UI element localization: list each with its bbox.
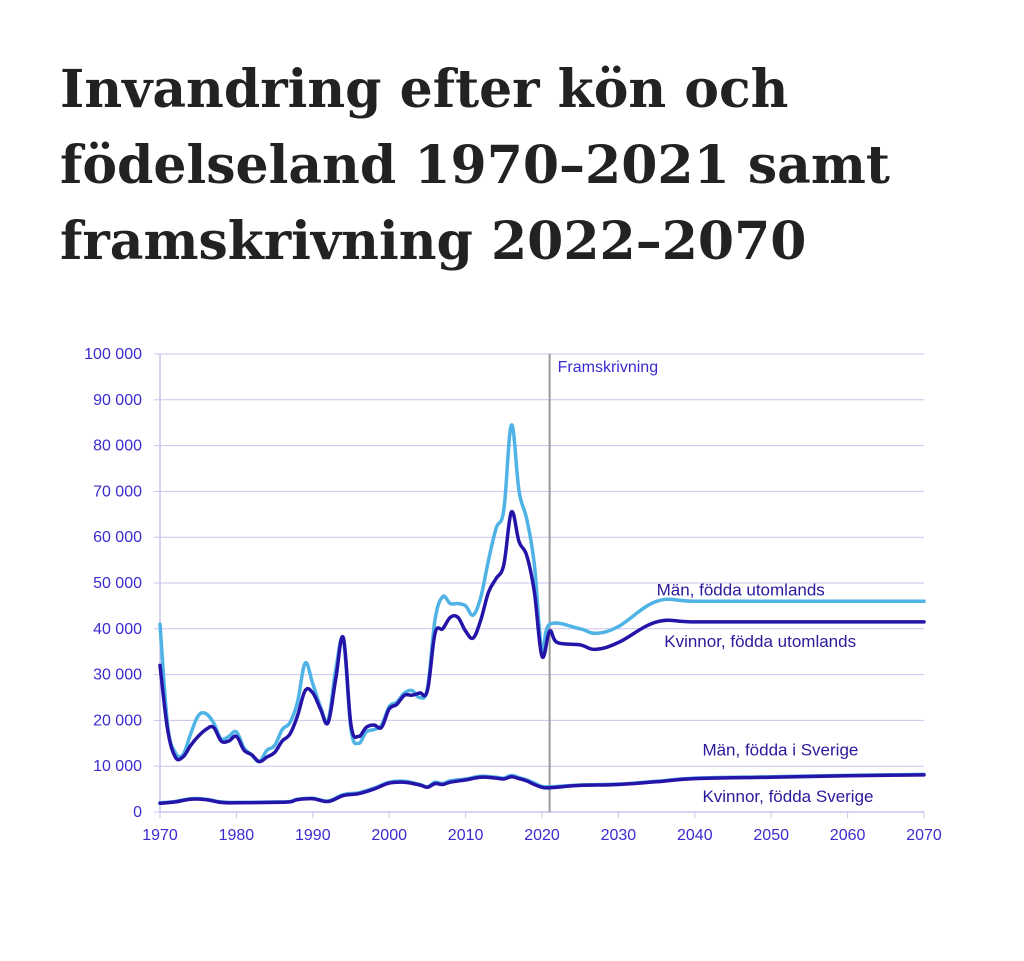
label-women-born-abroad: Kvinnor, födda utomlands (664, 632, 856, 651)
x-tick-label: 1980 (219, 827, 255, 844)
series-labels: Män, födda utomlands Kvinnor, födda utoml… (657, 580, 874, 806)
x-axis-tick-labels: 1970 1980 1990 2000 2010 2020 2030 2040 2050 2060… (142, 827, 942, 844)
series-lines (158, 423, 926, 806)
series-women-born-sweden (158, 773, 926, 806)
y-tick-label: 70 000 (93, 483, 142, 500)
x-tick-label: 1970 (142, 827, 178, 844)
y-tick-label: 40 000 (93, 621, 142, 638)
x-tick-label: 2050 (753, 827, 789, 844)
y-tick-label: 20 000 (93, 712, 142, 729)
x-tick-label: 2070 (906, 827, 942, 844)
label-women-born-sweden: Kvinnor, födda Sverige (702, 787, 873, 806)
y-tick-label: 60 000 (93, 529, 142, 546)
y-axis-tick-labels: 0 10 000 20 000 30 000 40 000 50 000 60 000 70 … (84, 346, 142, 821)
y-tick-label: 90 000 (93, 392, 142, 409)
projection-label: Framskrivning (558, 359, 658, 376)
y-tick-label: 0 (133, 804, 142, 821)
y-tick-label: 10 000 (93, 758, 142, 775)
label-men-born-sweden: Män, födda i Sverige (702, 740, 858, 759)
x-tick-label: 2000 (371, 827, 407, 844)
y-tick-label: 100 000 (84, 346, 142, 363)
projection-divider: Framskrivning (548, 354, 658, 812)
x-tick-label: 2020 (524, 827, 560, 844)
label-men-born-abroad: Män, födda utomlands (657, 580, 825, 599)
x-tick-label: 2010 (448, 827, 484, 844)
axes (154, 353, 925, 818)
chart-title: Invandring efter kön och födelseland 197… (60, 52, 960, 280)
line-chart: 0 10 000 20 000 30 000 40 000 50 000 60 000 70 … (84, 346, 942, 844)
y-tick-label: 50 000 (93, 575, 142, 592)
title-line-3: framskrivning 2022–2070 (60, 211, 807, 272)
title-line-2: födelseland 1970–2021 samt (60, 135, 890, 196)
title-line-1: Invandring efter kön och (60, 59, 789, 120)
series-women-born-abroad (158, 510, 926, 764)
x-tick-label: 2060 (830, 827, 866, 844)
y-tick-label: 30 000 (93, 667, 142, 684)
gridlines (160, 353, 924, 767)
y-tick-label: 80 000 (93, 438, 142, 455)
x-tick-label: 1990 (295, 827, 331, 844)
x-tick-label: 2040 (677, 827, 713, 844)
x-tick-label: 2030 (601, 827, 637, 844)
